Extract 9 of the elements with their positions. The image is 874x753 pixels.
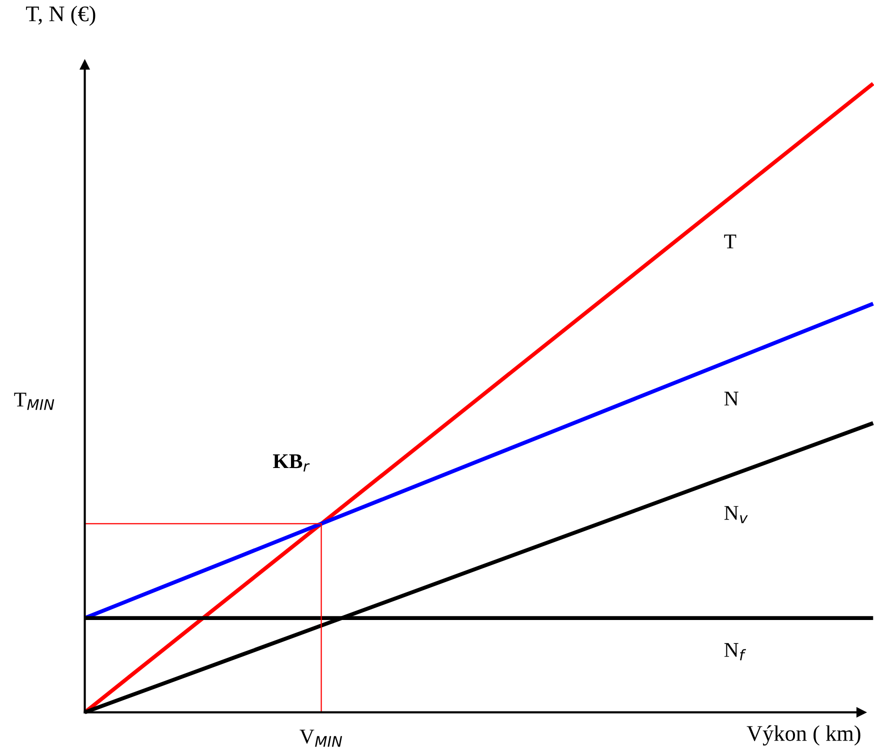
y-axis-title: T, N (€) xyxy=(26,6,96,26)
x-axis-title: Výkon ( km) xyxy=(746,725,860,746)
text: T$_{MIN}$ xyxy=(14,392,54,410)
series-label: N$_{f}$ xyxy=(724,643,746,660)
annotation: KB$_{r}$ xyxy=(273,454,310,472)
text: V$_{MIN}$ xyxy=(300,730,342,747)
series-label: N$_{v}$ xyxy=(724,506,748,524)
series-label: N xyxy=(724,392,738,406)
series-label: T xyxy=(724,234,736,248)
